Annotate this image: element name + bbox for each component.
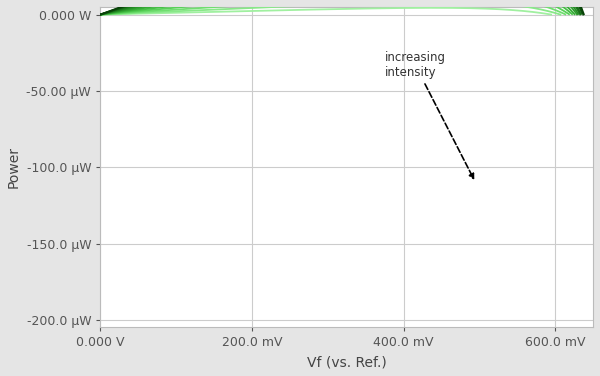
Text: increasing
intensity: increasing intensity <box>385 51 473 178</box>
X-axis label: Vf (vs. Ref.): Vf (vs. Ref.) <box>307 355 386 369</box>
Y-axis label: Power: Power <box>7 146 21 188</box>
